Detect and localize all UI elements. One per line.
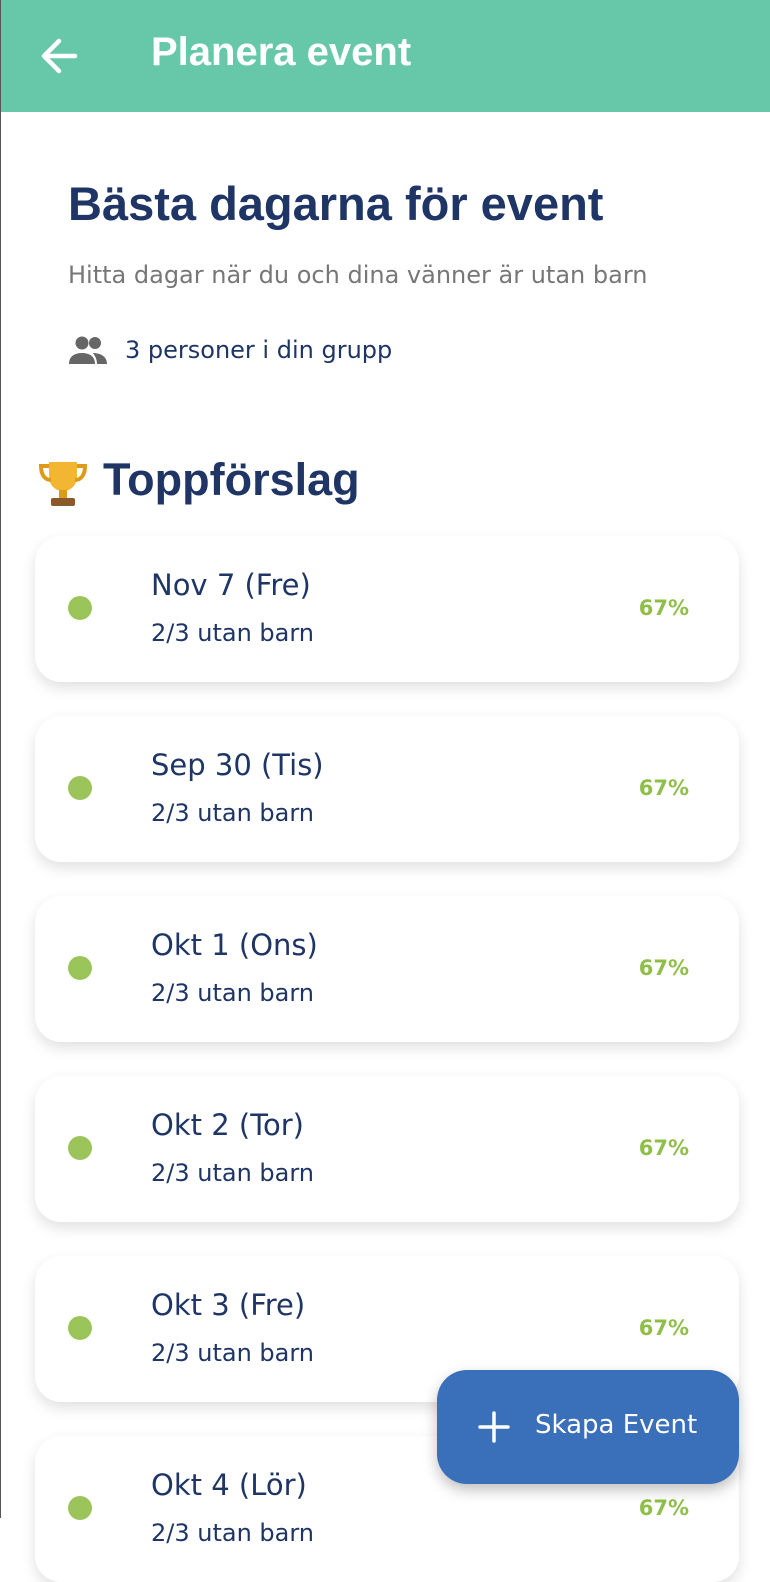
suggestion-percent: 67% <box>638 776 689 800</box>
suggestion-detail: 2/3 utan barn <box>151 1519 315 1547</box>
suggestion-date: Okt 3 (Fre) <box>151 1288 306 1322</box>
suggestion-date: Okt 1 (Ons) <box>151 928 318 962</box>
suggestion-detail: 2/3 utan barn <box>151 1159 315 1187</box>
suggestion-percent: 67% <box>638 956 689 980</box>
suggestion-date: Sep 30 (Tis) <box>151 748 324 782</box>
suggestion-card[interactable]: Okt 1 (Ons) 2/3 utan barn 67% <box>35 896 739 1042</box>
suggestion-detail: 2/3 utan barn <box>151 1339 315 1367</box>
status-dot <box>68 1136 92 1160</box>
back-button[interactable] <box>39 36 79 76</box>
suggestion-card[interactable]: Okt 2 (Tor) 2/3 utan barn 67% <box>35 1076 739 1222</box>
suggestion-percent: 67% <box>638 1316 689 1340</box>
suggestion-percent: 67% <box>638 596 689 620</box>
fab-label: Skapa Event <box>535 1410 698 1440</box>
app-bar: Planera event <box>1 0 770 112</box>
heading: Bästa dagarna för event <box>68 177 604 230</box>
suggestion-detail: 2/3 utan barn <box>151 619 315 647</box>
status-dot <box>68 956 92 980</box>
suggestion-card[interactable]: Sep 30 (Tis) 2/3 utan barn 67% <box>35 716 739 862</box>
group-icon <box>69 336 107 364</box>
suggestion-percent: 67% <box>638 1136 689 1160</box>
status-dot <box>68 776 92 800</box>
suggestion-date: Nov 7 (Fre) <box>151 568 311 602</box>
trophy-icon <box>38 462 88 506</box>
suggestion-date: Okt 2 (Tor) <box>151 1108 304 1142</box>
status-dot <box>68 1316 92 1340</box>
suggestion-detail: 2/3 utan barn <box>151 979 315 1007</box>
suggestion-percent: 67% <box>638 1496 689 1520</box>
header-title: Planera event <box>151 30 412 74</box>
suggestion-card[interactable]: Nov 7 (Fre) 2/3 utan barn 67% <box>35 536 739 682</box>
suggestion-detail: 2/3 utan barn <box>151 799 315 827</box>
screen: {"header": {"title": "Planera event"}, "… <box>0 0 770 1547</box>
subtitle: Hitta dagar när du och dina vänner är ut… <box>68 261 648 289</box>
group-count: 3 personer i din grupp <box>125 336 393 364</box>
create-event-button[interactable]: Skapa Event <box>437 1370 739 1484</box>
status-dot <box>68 596 92 620</box>
section-title: Toppförslag <box>103 454 360 505</box>
status-dot <box>68 1496 92 1520</box>
plus-icon <box>478 1411 510 1443</box>
suggestion-date: Okt 4 (Lör) <box>151 1468 307 1502</box>
